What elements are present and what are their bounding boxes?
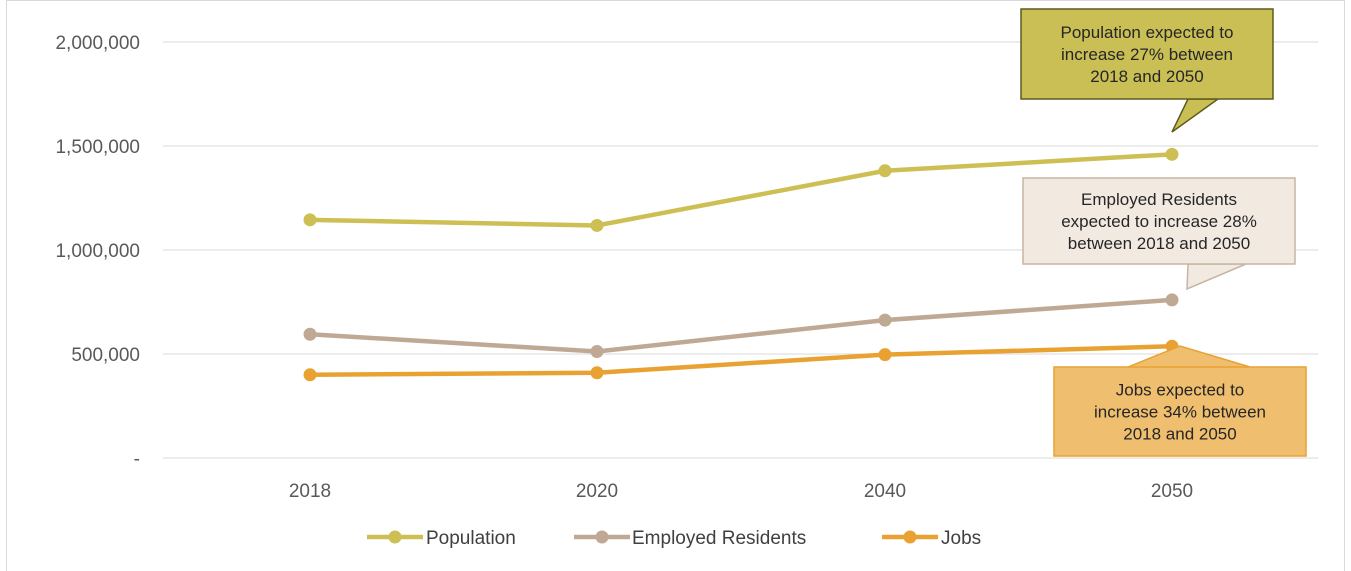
callout-box	[1053, 366, 1307, 457]
x-tick-label: 2020	[576, 481, 618, 502]
callout-pointer	[1186, 263, 1247, 291]
callouts: Population expected to increase 27% betwe…	[1020, 8, 1307, 457]
callout-text-line: Employed Residents	[1081, 190, 1237, 209]
callout-text-line: increase 27% between	[1061, 45, 1233, 64]
chart-frame	[6, 0, 1345, 571]
callout-text-line: Population expected to	[1061, 23, 1234, 42]
series-line-employed-residents	[307, 297, 1175, 354]
data-point-jobs	[303, 368, 317, 382]
axes: - 500,000 1,000,000 1,500,000 2,000,000 2018 2…	[55, 33, 1193, 502]
legend-swatch-marker	[388, 530, 402, 544]
callout-text-line: 2018 and 2050	[1123, 425, 1236, 444]
callout-pointer	[1171, 98, 1221, 133]
x-tick-label: 2040	[864, 481, 906, 502]
data-point-population	[590, 218, 604, 232]
callout-employed-residents: Employed Residents expected to increase 2…	[1022, 177, 1296, 291]
data-point-employed-residents	[590, 345, 604, 359]
legend-item-employed-residents: Employed Residents	[574, 528, 806, 549]
series-line-population	[307, 152, 1175, 228]
data-point-population	[303, 213, 317, 227]
legend-item-population: Population	[367, 528, 516, 549]
data-point-population	[1165, 147, 1179, 161]
x-tick-label: 2050	[1151, 481, 1193, 502]
callout-text-line: Jobs expected to	[1116, 381, 1245, 400]
legend-label: Employed Residents	[632, 528, 806, 549]
y-tick-label: 1,500,000	[55, 137, 140, 158]
y-tick-label: 1,000,000	[55, 241, 140, 262]
legend: Population Employed Residents Jobs	[367, 528, 981, 549]
callout-box	[1022, 177, 1296, 265]
legend-label: Population	[426, 528, 516, 549]
legend-swatch-marker	[595, 530, 609, 544]
data-point-jobs	[590, 366, 604, 380]
callout-text-line: increase 34% between	[1094, 403, 1266, 422]
x-tick-label: 2018	[289, 481, 331, 502]
series-line-jobs	[307, 344, 1175, 378]
data-point-jobs	[878, 348, 892, 362]
callout-box	[1020, 8, 1274, 100]
data-point-employed-residents	[878, 313, 892, 327]
y-tick-label: -	[134, 449, 140, 470]
callout-text-line: 2018 and 2050	[1090, 67, 1203, 86]
callout-population: Population expected to increase 27% betwe…	[1020, 8, 1274, 133]
legend-swatch-marker	[903, 530, 917, 544]
callout-text-line: between 2018 and 2050	[1068, 234, 1250, 253]
series-lines	[303, 147, 1179, 382]
legend-label: Jobs	[941, 528, 981, 549]
y-tick-label: 2,000,000	[55, 33, 140, 54]
data-point-employed-residents	[1165, 293, 1179, 307]
callout-text-line: expected to increase 28%	[1061, 212, 1257, 231]
data-point-employed-residents	[303, 327, 317, 341]
legend-item-jobs: Jobs	[882, 528, 981, 549]
callout-jobs: Jobs expected to increase 34% between 2018…	[1053, 345, 1307, 457]
y-tick-label: 500,000	[71, 345, 140, 366]
data-point-population	[878, 164, 892, 178]
